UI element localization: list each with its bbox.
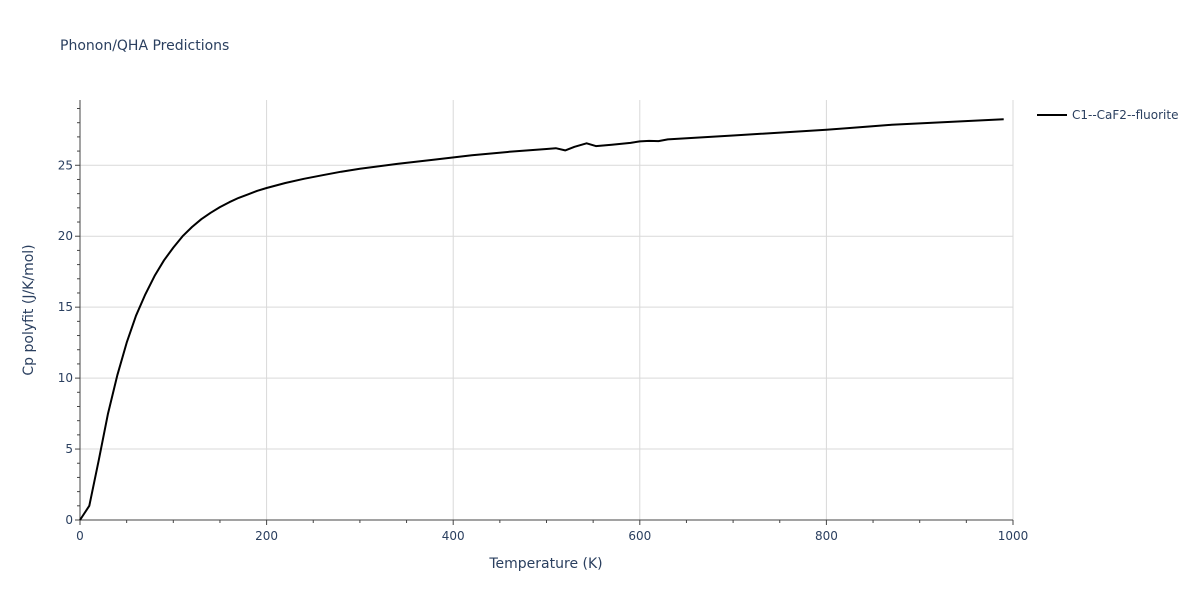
y-tick-label: 15 xyxy=(58,300,73,314)
labels-layer: 0 200 400 600 800 1000 0 5 10 15 20 25 xyxy=(58,158,1029,543)
x-tick-label: 200 xyxy=(255,529,278,543)
legend[interactable]: C1--CaF2--fluorite xyxy=(1037,108,1178,122)
y-axis-title: Cp polyfit (J/K/mol) xyxy=(21,244,37,375)
grid-layer xyxy=(80,100,1014,520)
y-tick-label: 0 xyxy=(65,513,73,527)
x-tick-label: 1000 xyxy=(998,529,1029,543)
x-axis-title: Temperature (K) xyxy=(488,556,602,572)
series-layer xyxy=(79,118,1004,521)
axes-layer xyxy=(75,100,1014,525)
y-tick-label: 5 xyxy=(65,442,73,456)
y-tick-label: 20 xyxy=(58,229,73,243)
x-tick-label: 0 xyxy=(76,529,84,543)
legend-label-c1-caf2-fluorite: C1--CaF2--fluorite xyxy=(1072,108,1178,122)
x-tick-label: 400 xyxy=(442,529,465,543)
y-tick-label: 25 xyxy=(58,158,73,172)
chart-title: Phonon/QHA Predictions xyxy=(60,38,229,54)
y-tick-label: 10 xyxy=(58,371,73,385)
series-line-c1-caf2-fluorite[interactable] xyxy=(79,118,1004,521)
x-tick-label: 800 xyxy=(815,529,838,543)
x-tick-label: 600 xyxy=(628,529,651,543)
